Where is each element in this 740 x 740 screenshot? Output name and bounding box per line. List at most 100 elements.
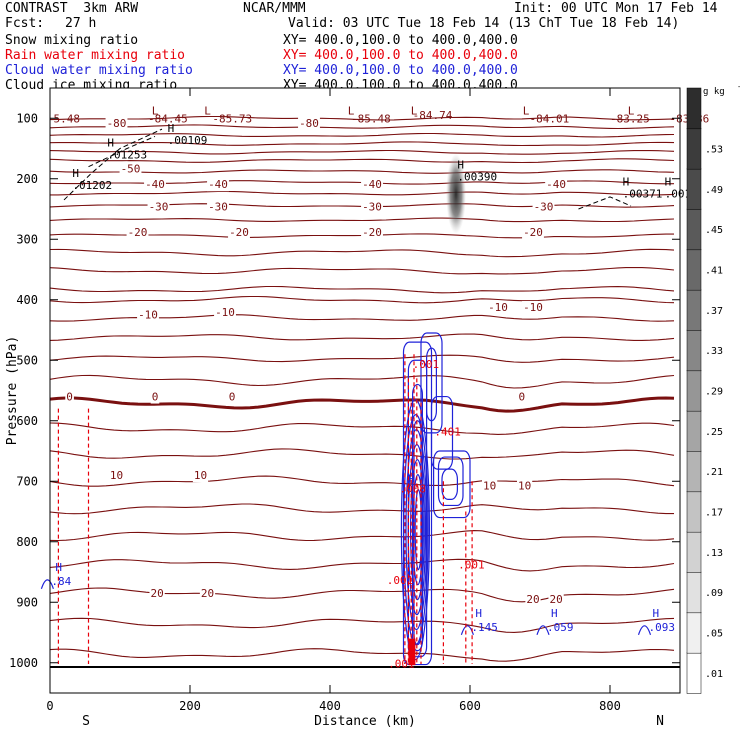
contour-label: 20 xyxy=(526,593,539,606)
contour-label-bg xyxy=(119,162,142,176)
cloud-water-contour xyxy=(441,468,458,500)
contour-label: 20 xyxy=(201,587,214,600)
rain-value-label: .401 xyxy=(434,426,461,439)
field-rain-xy: XY= 400.0,100.0 to 400.0,400.0 xyxy=(283,48,518,63)
contour-label: 0 xyxy=(152,391,159,404)
minimum-value: -84.45 xyxy=(148,112,188,125)
snow-contour xyxy=(578,196,632,210)
cloud-water-contour xyxy=(637,625,652,636)
y-tick-label: 1000 xyxy=(9,656,38,670)
theta-contour-line xyxy=(49,448,675,460)
cloud-water-contour xyxy=(403,414,429,646)
x-axis-title: Distance (km) xyxy=(314,714,416,729)
y-tick-label: 400 xyxy=(16,293,38,307)
cloud-water-max-value: .093 xyxy=(649,621,676,634)
colorbar-segment xyxy=(686,531,702,573)
colorbar-segment xyxy=(686,128,702,170)
colorbar-segment xyxy=(686,208,702,251)
theta-contour-line xyxy=(49,141,675,147)
contour-label: -20 xyxy=(362,226,382,239)
fcst-label: Fcst: xyxy=(5,16,45,31)
colorbar-label: .09 xyxy=(705,588,723,599)
contour-label-bg xyxy=(150,390,160,404)
y-tick-label: 800 xyxy=(16,535,38,549)
snow-max-value: .01253 xyxy=(107,149,147,162)
contour-label-bg xyxy=(126,225,149,239)
colorbar-segment xyxy=(686,87,702,130)
contour-label-bg xyxy=(361,225,383,239)
colorbar-label: .21 xyxy=(705,467,723,478)
theta-contour-line xyxy=(49,132,675,138)
y-tick-label: 300 xyxy=(16,232,38,246)
contour-label: 0 xyxy=(229,391,236,404)
contour-label-bg xyxy=(487,301,509,315)
colorbar-segment xyxy=(686,289,702,331)
contour-label-bg xyxy=(207,178,229,192)
snow-max-marker: H xyxy=(168,122,175,135)
colorbar-label: .33 xyxy=(705,346,723,357)
rain-value-label: .001 xyxy=(458,559,485,572)
theta-contour-line xyxy=(49,124,675,130)
cloud-water-max-marker: H xyxy=(408,473,415,486)
contour-label-bg xyxy=(298,117,320,131)
cloud-water-max-marker: H xyxy=(653,607,660,620)
rain-value-label: .001 xyxy=(388,657,415,670)
minimum-marker: L xyxy=(628,104,635,117)
cloud-water-max-value: .145 xyxy=(471,621,498,634)
y-tick-label: 900 xyxy=(16,595,38,609)
contour-label: -40 xyxy=(145,178,165,191)
snow-max-marker: H xyxy=(107,137,114,150)
theta-contour-line xyxy=(49,530,675,542)
contour-label-bg xyxy=(532,200,555,214)
cloud-water-contour xyxy=(536,625,550,636)
contour-label: 10 xyxy=(110,469,123,482)
minimum-value: -85.48 xyxy=(351,112,391,125)
theta-contour-line xyxy=(49,374,675,389)
colorbar-segment xyxy=(686,329,702,372)
contour-label: -20 xyxy=(128,226,148,239)
colorbar-label: .13 xyxy=(705,548,723,559)
x-tick-label: 800 xyxy=(599,699,621,713)
theta-contour-line xyxy=(49,285,675,294)
plot-frame xyxy=(49,87,681,694)
colorbar-label: .29 xyxy=(705,387,723,398)
contour-label-bg xyxy=(65,390,74,404)
colorbar-unit-exponent: -1 xyxy=(737,83,740,91)
contour-label: -30 xyxy=(149,201,169,214)
x-end-label-south: S xyxy=(82,714,90,729)
contour-label: 20 xyxy=(150,587,163,600)
contour-label-bg xyxy=(525,593,541,607)
contour-label-bg xyxy=(227,390,237,404)
snow-maximum-shading xyxy=(446,153,466,234)
y-axis-title: Pressure (hPa) xyxy=(5,336,20,446)
colorbar-segment xyxy=(686,491,702,533)
theta-contour-line xyxy=(49,169,675,174)
contour-label-bg xyxy=(522,301,544,315)
colorbar-segment xyxy=(686,249,702,291)
contour-label-bg xyxy=(207,200,229,214)
cloud-water-contour xyxy=(433,450,471,519)
cloud-water-max-marker: H xyxy=(551,607,558,620)
fcst-value: 27 h xyxy=(65,16,97,31)
theta-contour-line xyxy=(49,158,675,164)
x-tick-label: 400 xyxy=(319,699,341,713)
cloud-water-contour xyxy=(40,579,54,590)
colorbar-segment xyxy=(686,571,702,614)
contour-label: -20 xyxy=(229,226,249,239)
model-title: CONTRAST 3km ARW xyxy=(5,1,139,16)
contour-label-bg xyxy=(481,479,498,493)
contour-label-bg xyxy=(144,178,166,192)
snow-max-marker: H xyxy=(457,158,464,171)
contour-label-bg xyxy=(522,225,544,239)
snow-max-value: .00390 xyxy=(457,170,497,183)
contour-label: -40 xyxy=(546,178,566,191)
y-tick-label: 200 xyxy=(16,172,38,186)
snow-max-marker: H xyxy=(665,175,672,188)
contour-label-bg xyxy=(361,178,383,192)
contour-label: -10 xyxy=(138,308,158,321)
y-tick-label: 100 xyxy=(16,111,38,125)
rain-value-label: .008 xyxy=(399,483,426,496)
theta-contour-line xyxy=(49,648,675,662)
colorbar-label: .37 xyxy=(705,306,723,317)
contour-label: 10 xyxy=(194,469,207,482)
